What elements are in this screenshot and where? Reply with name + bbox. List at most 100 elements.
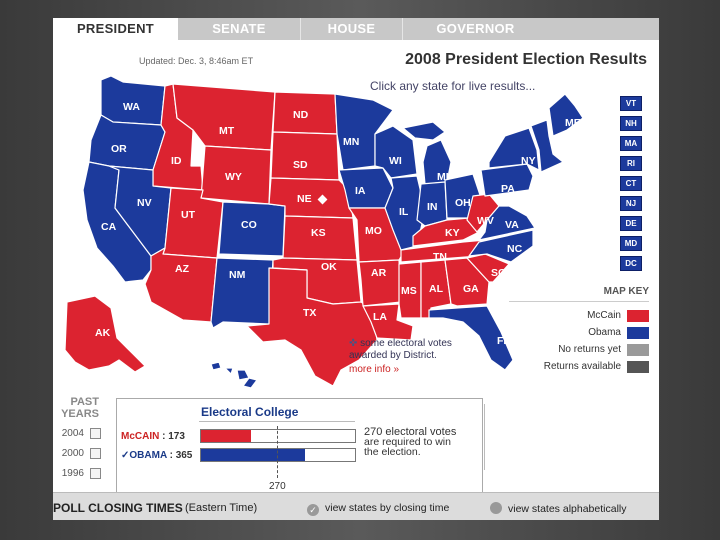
state-fl[interactable] (428, 305, 514, 371)
district-note-line2: awarded by District. (349, 350, 437, 361)
tab-house[interactable]: HOUSE (327, 21, 376, 36)
small-state-button[interactable]: DE (620, 216, 642, 231)
state-label: IN (427, 201, 438, 213)
past-year-checkbox[interactable] (90, 468, 101, 479)
past-year-2000[interactable]: 2000 (53, 444, 101, 463)
mccain-votes-fill (201, 430, 251, 442)
past-year-checkbox[interactable] (90, 448, 101, 459)
threshold-note: 270 electoral votes are required to win … (364, 426, 457, 458)
state-label: KS (311, 227, 326, 239)
poll-closing-title: POLL CLOSING TIMES (53, 501, 183, 515)
tab-governor[interactable]: GOVERNOR (436, 21, 515, 36)
state-ny[interactable] (488, 127, 540, 171)
state-label: ND (293, 109, 309, 121)
state-label: OH (455, 197, 471, 209)
state-va[interactable] (478, 205, 536, 241)
tab-senate[interactable]: SENATE (212, 21, 266, 36)
state-label: NC (507, 243, 523, 255)
state-label: GA (463, 283, 479, 295)
tab-divider (300, 18, 301, 40)
district-note-line1: some electoral votes (360, 338, 452, 349)
state-ar[interactable] (358, 259, 402, 307)
state-label: CO (241, 219, 257, 231)
past-year-1996[interactable]: 1996 (53, 464, 101, 483)
state-label: WY (225, 171, 242, 183)
race-tabs: PRESIDENT SENATE HOUSE GOVERNOR (53, 18, 659, 40)
state-ak[interactable] (64, 295, 146, 373)
small-states-list: VT NH MA RI CT NJ DE MD DC (620, 96, 644, 276)
state-label: SC (491, 267, 506, 279)
past-years-title: PAST YEARS (61, 396, 99, 420)
past-year-label: 2000 (61, 448, 84, 459)
state-label: IA (355, 185, 366, 197)
state-label: MO (365, 225, 382, 237)
threshold-marker (277, 426, 279, 478)
state-la[interactable] (362, 303, 414, 341)
state-me[interactable] (548, 93, 584, 137)
map-key-title: MAP KEY (509, 286, 649, 302)
threshold-label: 270 (269, 481, 286, 492)
state-label: PA (501, 183, 515, 195)
map-key-row-mccain: McCain (509, 307, 649, 324)
state-label: SD (293, 159, 308, 171)
small-state-button[interactable]: CT (620, 176, 642, 191)
small-state-button[interactable]: DC (620, 256, 642, 271)
small-state-button[interactable]: NH (620, 116, 642, 131)
past-year-label: 1996 (61, 468, 84, 479)
state-wi[interactable] (374, 125, 418, 179)
past-year-label: 2004 (61, 428, 84, 439)
state-ia[interactable] (338, 167, 394, 209)
state-label: MI (437, 171, 449, 183)
small-state-button[interactable]: MD (620, 236, 642, 251)
state-label: NM (229, 269, 246, 281)
state-label: NE (297, 193, 312, 205)
map-key: MAP KEY McCain Obama No returns yet Retu… (509, 286, 649, 375)
divider (199, 421, 355, 422)
district-marker-icon (564, 130, 575, 141)
state-az[interactable] (144, 247, 218, 323)
past-year-checkbox[interactable] (90, 428, 101, 439)
map-key-row-no-returns: No returns yet (509, 341, 649, 358)
map-hint: Click any state for live results... (370, 79, 536, 93)
tab-divider (402, 18, 403, 40)
state-label: UT (181, 209, 196, 221)
view-alphabetically-link[interactable]: view states alphabetically (490, 502, 626, 515)
small-state-button[interactable]: RI (620, 156, 642, 171)
district-note: ✜ some electoral votes awarded by Distri… (349, 338, 452, 376)
small-state-button[interactable]: VT (620, 96, 642, 111)
state-nc[interactable] (468, 229, 534, 263)
mccain-swatch (627, 309, 649, 322)
view-by-closing-time-link[interactable]: ✓ view states by closing time (307, 502, 449, 516)
mccain-votes-label: McCAIN : 173 (121, 431, 185, 442)
page-title: 2008 President Election Results (405, 51, 647, 68)
more-info-link[interactable]: more info » (349, 364, 400, 375)
state-new-england[interactable] (530, 119, 564, 173)
map-key-label: Obama (588, 327, 621, 338)
state-sd[interactable] (270, 131, 340, 181)
map-key-label: Returns available (543, 361, 621, 372)
map-key-label: McCain (587, 310, 621, 321)
state-label: TN (433, 251, 447, 263)
state-label: ME (565, 117, 581, 129)
state-hi[interactable] (210, 361, 258, 389)
tab-president[interactable]: PRESIDENT (53, 18, 178, 40)
election-results-widget: PRESIDENT SENATE HOUSE GOVERNOR Updated:… (53, 18, 659, 520)
small-state-button[interactable]: NJ (620, 196, 642, 211)
state-tx[interactable] (246, 267, 378, 387)
state-label: WA (123, 101, 140, 113)
state-label: NV (137, 197, 152, 209)
obama-votes-fill (201, 449, 306, 461)
small-state-button[interactable]: MA (620, 136, 642, 151)
state-label: KY (445, 227, 460, 239)
state-label: IL (399, 206, 409, 218)
state-label: CA (101, 221, 117, 233)
state-ms[interactable] (398, 261, 422, 319)
state-label: OR (111, 143, 127, 155)
returns-available-swatch (627, 360, 649, 373)
past-years: PAST YEARS 2004 2000 1996 (53, 396, 101, 483)
map-key-label: No returns yet (558, 344, 621, 355)
district-marker-icon: ✜ (349, 338, 358, 349)
obama-votes-label: ✓OBAMA : 365 (121, 450, 193, 461)
state-label: MS (401, 285, 417, 297)
past-year-2004[interactable]: 2004 (53, 424, 101, 443)
